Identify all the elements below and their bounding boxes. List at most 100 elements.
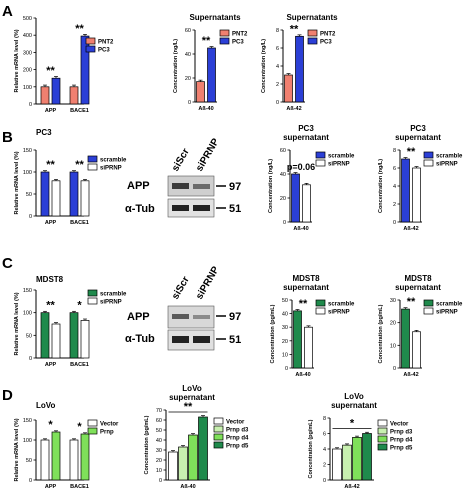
blot-strip-app xyxy=(167,175,215,197)
blot-band xyxy=(172,183,189,189)
legend-label: Vector xyxy=(100,422,119,428)
marker-label-97: 97 xyxy=(229,311,241,323)
y-tick-label: 500 xyxy=(23,16,32,22)
y-tick-label: 4 xyxy=(393,184,396,190)
y-tick-label: 0 xyxy=(29,478,32,484)
legend-label: Vector xyxy=(390,422,409,428)
legend-label: scramble xyxy=(328,302,355,308)
y-axis-label: Relative mRNA level (%) xyxy=(14,151,20,214)
legend-label: PC3 xyxy=(232,40,244,46)
bar xyxy=(401,308,410,369)
x-tick-label: APP xyxy=(45,484,57,490)
y-tick-label: 50 xyxy=(156,428,162,434)
legend-label: Prnp d4 xyxy=(390,438,413,444)
y-tick-label: 150 xyxy=(23,148,32,154)
blot-strip-tubulin xyxy=(167,329,215,351)
y-tick-label: 60 xyxy=(280,148,286,154)
legend-swatch xyxy=(315,151,326,159)
bar xyxy=(293,310,302,369)
significance-label: * xyxy=(350,418,355,430)
legend-label: scramble xyxy=(100,158,127,164)
y-axis-label: Relative mRNA level (%) xyxy=(14,292,20,355)
bar xyxy=(69,86,79,105)
legend-swatch xyxy=(85,37,96,45)
legend-swatch xyxy=(377,419,388,427)
legend-swatch xyxy=(377,427,388,435)
legend-label: Prnp d5 xyxy=(226,444,249,450)
blot-band xyxy=(193,315,210,319)
legend-label: siPRNP xyxy=(436,162,458,168)
legend-swatch xyxy=(213,433,224,441)
legend-swatch xyxy=(85,45,96,53)
blot-row-label-app: APP xyxy=(127,311,150,323)
y-tick-label: 30 xyxy=(282,325,288,331)
western-blot-b: siScr siPRNP APP α-Tub 97 51 xyxy=(125,136,241,218)
chart-title: LoVo xyxy=(182,384,202,393)
y-tick-label: 0 xyxy=(285,366,288,372)
x-tick-label: BACE1 xyxy=(70,362,89,368)
legend-label: siPRNP xyxy=(436,310,458,316)
bar xyxy=(352,437,362,481)
blot-band xyxy=(193,184,210,189)
legend-label: siPRNP xyxy=(328,310,350,316)
y-tick-label: 0 xyxy=(323,478,326,484)
legend-swatch xyxy=(423,299,434,307)
legend-swatch xyxy=(87,297,98,305)
y-tick-label: 300 xyxy=(23,50,32,56)
bar xyxy=(401,158,410,223)
legend-label: Prnp xyxy=(100,430,114,436)
x-tick-label: APP xyxy=(45,220,57,226)
marker-label-51: 51 xyxy=(229,203,241,215)
y-tick-label: 0 xyxy=(276,100,279,106)
y-axis-label: Relative mRNA level (%) xyxy=(14,418,20,481)
blot-row-label-tubulin: α-Tub xyxy=(125,333,155,345)
bar xyxy=(178,446,188,481)
chart-title: supernatant xyxy=(283,133,329,142)
bar xyxy=(412,331,421,369)
y-tick-label: 30 xyxy=(156,448,162,454)
legend-swatch xyxy=(213,425,224,433)
significance-label: * xyxy=(48,419,53,431)
legend-swatch xyxy=(213,417,224,425)
bar xyxy=(198,416,208,481)
bar xyxy=(304,326,313,369)
bar xyxy=(40,86,50,105)
chart-title: supernatant xyxy=(331,401,377,410)
y-tick-label: 400 xyxy=(23,33,32,39)
y-tick-label: 50 xyxy=(26,458,32,464)
chart-title: PC3 xyxy=(298,124,314,133)
legend-label: scramble xyxy=(328,154,355,160)
y-axis-label: Concentration (pg/mL) xyxy=(378,304,384,363)
y-tick-label: 100 xyxy=(23,438,32,444)
y-tick-label: 6 xyxy=(323,432,326,438)
legend-swatch xyxy=(377,435,388,443)
panel-d-title: LoVo xyxy=(36,401,56,410)
chart-title: PC3 xyxy=(410,124,426,133)
blot-band xyxy=(172,336,189,343)
panel-b-title: PC3 xyxy=(36,128,52,137)
significance-label: ** xyxy=(407,296,416,308)
bar xyxy=(40,312,50,359)
western-blot-c: siScr siPRNP APP α-Tub 97 51 xyxy=(125,264,241,351)
bar xyxy=(69,171,79,217)
y-axis-label: Concentration (pg/mL) xyxy=(308,419,314,478)
significance-label: ** xyxy=(46,300,55,312)
legend-label: Vector xyxy=(226,420,245,426)
y-tick-label: 6 xyxy=(393,166,396,172)
y-tick-label: 0 xyxy=(283,220,286,226)
x-tick-label: APP xyxy=(45,108,57,114)
y-tick-label: 100 xyxy=(23,311,32,317)
y-tick-label: 20 xyxy=(282,339,288,345)
y-tick-label: 10 xyxy=(156,468,162,474)
legend-label: PC3 xyxy=(320,40,332,46)
legend-label: Prnp d5 xyxy=(390,446,413,452)
blot-row-label-tubulin: α-Tub xyxy=(125,203,155,215)
bar xyxy=(302,184,311,223)
blot-band xyxy=(193,205,210,211)
